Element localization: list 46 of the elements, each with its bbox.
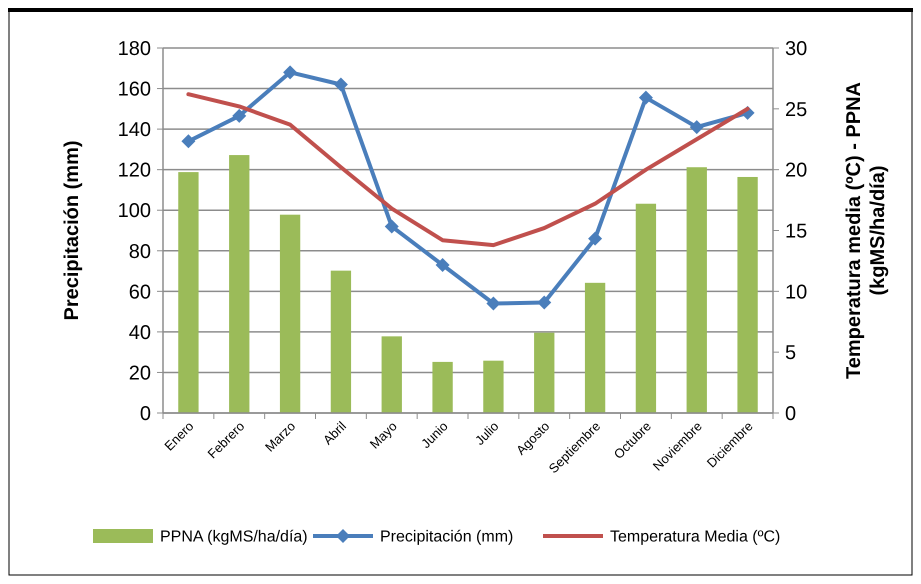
point — [384, 219, 399, 234]
y-tick-label: 40 — [128, 322, 151, 344]
bar — [382, 336, 402, 413]
y-tick-label: 180 — [118, 38, 151, 60]
y-tick-label: 120 — [118, 160, 151, 182]
bar — [584, 282, 606, 413]
point — [334, 78, 348, 92]
point — [537, 295, 552, 310]
y2-tick-label: 30 — [785, 38, 808, 60]
bar — [229, 155, 250, 413]
point — [588, 232, 602, 246]
y-tick-label: 60 — [128, 281, 151, 304]
bar — [686, 167, 707, 413]
bar — [280, 214, 300, 413]
bar — [483, 360, 504, 413]
y2-tick-label: 20 — [785, 160, 808, 182]
point — [690, 120, 704, 134]
bar — [737, 176, 758, 413]
point — [283, 65, 298, 80]
point — [181, 134, 196, 148]
y2-axis-title: Temperatura media (ºC) - PPNA (kgMS/ha/día) — [843, 82, 889, 379]
y2-tick-label: 10 — [785, 281, 808, 304]
bar — [330, 270, 352, 413]
legend-label: PPNA (kgMS/ha/día) — [160, 528, 308, 546]
y2-tick-label: 25 — [785, 98, 808, 121]
legend-label: Temperatura Media (ºC) — [610, 528, 780, 546]
y-tick-label: 80 — [128, 240, 151, 263]
x-tick-label: Julio — [472, 418, 502, 448]
bar — [636, 204, 656, 413]
y2-tick-label: 15 — [785, 220, 808, 242]
y-tick-label: 140 — [118, 119, 151, 142]
y-tick-label: 160 — [118, 78, 151, 101]
point — [436, 258, 450, 272]
bar — [432, 362, 453, 413]
y-tick-label: 100 — [118, 200, 151, 222]
point — [232, 108, 246, 123]
bar — [178, 172, 199, 413]
y2-tick-label: 5 — [785, 342, 796, 364]
point — [638, 90, 653, 105]
y2-tick-label: 0 — [785, 403, 796, 425]
point — [486, 296, 500, 310]
y-tick-label: 20 — [128, 362, 151, 384]
y-axis-title: Precipitación (mm) — [61, 140, 83, 321]
y-tick-label: 0 — [140, 403, 151, 425]
legend-label: Precipitación (mm) — [380, 528, 514, 546]
bar — [534, 332, 554, 413]
